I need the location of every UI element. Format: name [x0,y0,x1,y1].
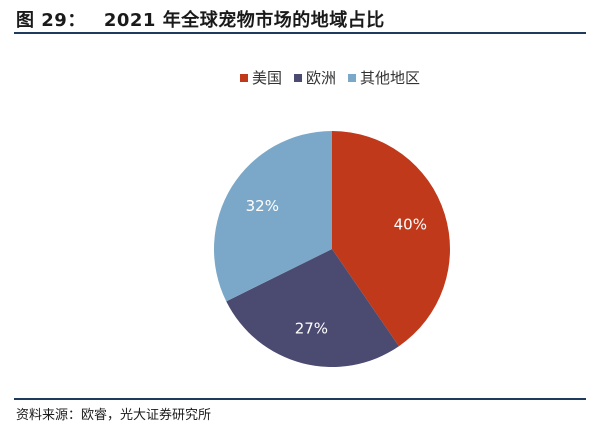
pie-slices [213,131,450,367]
legend-label-0: 美国 [252,69,282,87]
figure-number: 图 29： [16,10,86,31]
source-note: 资料来源：欧睿，光大证券研究所 [16,408,212,423]
legend-label-1: 欧洲 [306,69,336,87]
pie-value-label-0: 40% [394,216,427,234]
chart-area: 美国 欧洲 其他地区 40% 27% 32% [14,34,586,396]
legend-label-2: 其他地区 [360,69,420,87]
legend-swatch-2 [348,74,357,82]
pie-slice-0 [332,131,450,347]
title-divider [14,32,586,34]
pie-slice-1 [226,249,399,367]
legend-swatch-1 [294,74,303,82]
figure-title-text: 2021 年全球宠物市场的地域占比 [103,10,385,31]
pie-slice-2 [213,131,332,302]
legend: 美国 欧洲 其他地区 [240,69,420,87]
source-divider [14,398,586,400]
pie-value-label-1: 27% [295,319,328,337]
pie-value-label-2: 32% [246,197,279,215]
figure-title: 图 29： 2021 年全球宠物市场的地域占比 [16,6,385,32]
pie-chart: 美国 欧洲 其他地区 40% 27% 32% [213,69,450,367]
pie-value-labels: 40% 27% 32% [246,197,427,338]
legend-swatch-0 [240,74,248,82]
